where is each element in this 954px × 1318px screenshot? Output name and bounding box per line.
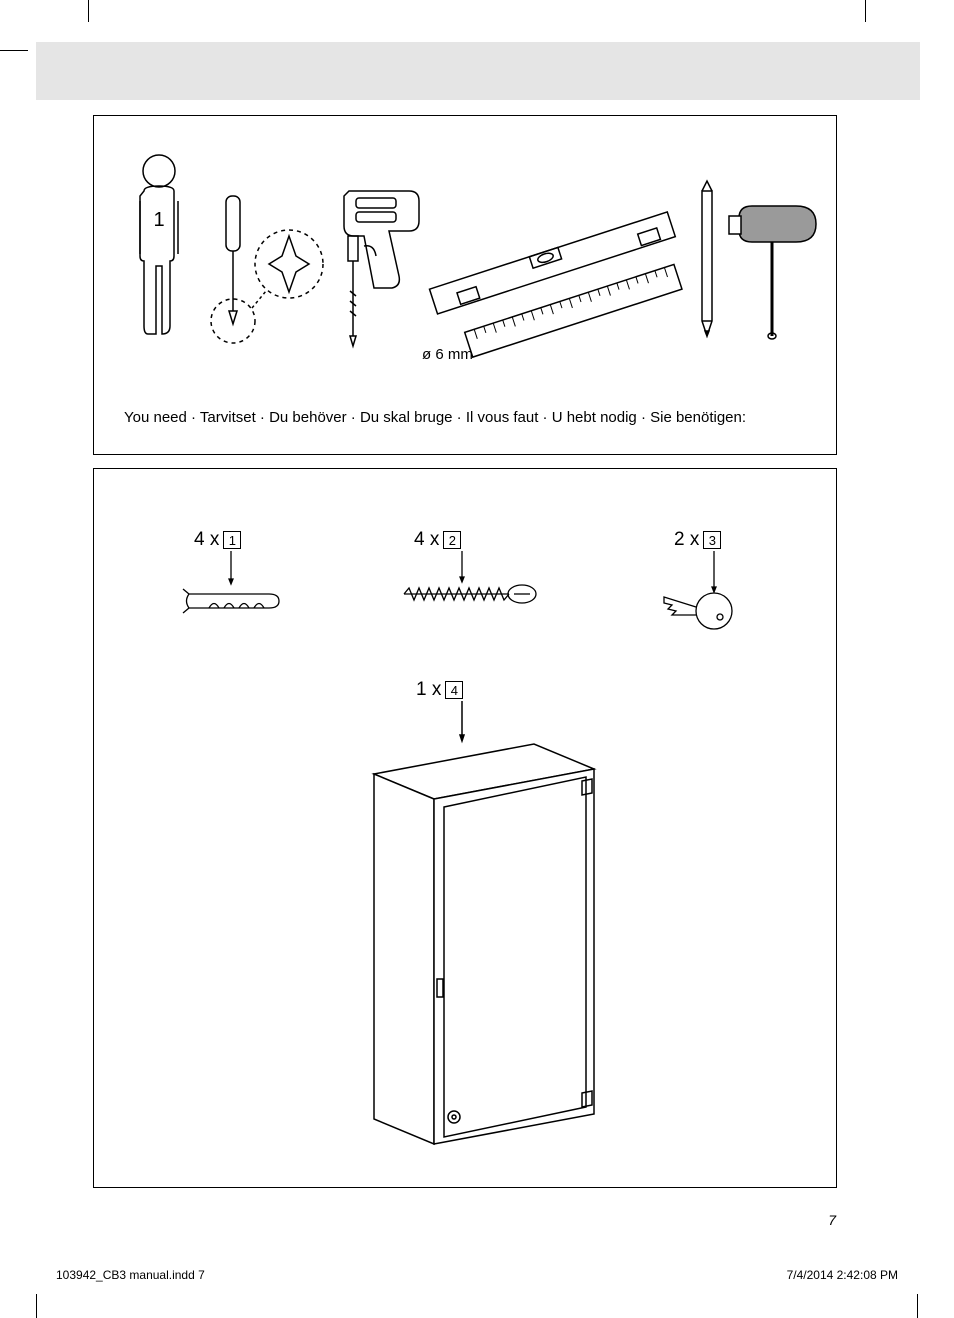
you-need-text: You need · Tarvitset · Du behöver · Du s…	[124, 409, 746, 426]
crop-mark	[36, 1294, 37, 1318]
part-label-1: 4 x 1	[194, 529, 241, 551]
part-num: 2	[443, 531, 461, 549]
part-qty: 4 x	[414, 529, 439, 551]
crop-mark	[917, 1294, 918, 1318]
part-num: 1	[223, 531, 241, 549]
part-num: 4	[445, 681, 463, 699]
crop-mark	[0, 50, 28, 51]
header-band	[36, 42, 920, 100]
crop-mark	[88, 0, 89, 22]
part-qty: 4 x	[194, 529, 219, 551]
wall-plug-icon	[179, 549, 309, 619]
part-qty: 2 x	[674, 529, 699, 551]
parts-panel: 4 x 1 4 x 2 2 x 3	[93, 468, 837, 1188]
footer-filename: 103942_CB3 manual.indd 7	[56, 1268, 205, 1282]
page-number: 7	[828, 1212, 836, 1228]
key-icon	[654, 549, 764, 639]
tools-panel: 1	[93, 115, 837, 455]
part-label-2: 4 x 2	[414, 529, 461, 551]
crop-mark	[865, 0, 866, 22]
screw-icon	[394, 549, 554, 609]
part-label-3: 2 x 3	[674, 529, 721, 551]
drill-size-label: ø 6 mm	[422, 346, 473, 363]
cabinet-icon	[334, 699, 634, 1169]
footer-datetime: 7/4/2014 2:42:08 PM	[787, 1268, 898, 1282]
tools-illustration: 1	[104, 136, 828, 376]
part-qty: 1 x	[416, 679, 441, 701]
person-count: 1	[153, 209, 164, 231]
part-num: 3	[703, 531, 721, 549]
part-label-4: 1 x 4	[416, 679, 463, 701]
